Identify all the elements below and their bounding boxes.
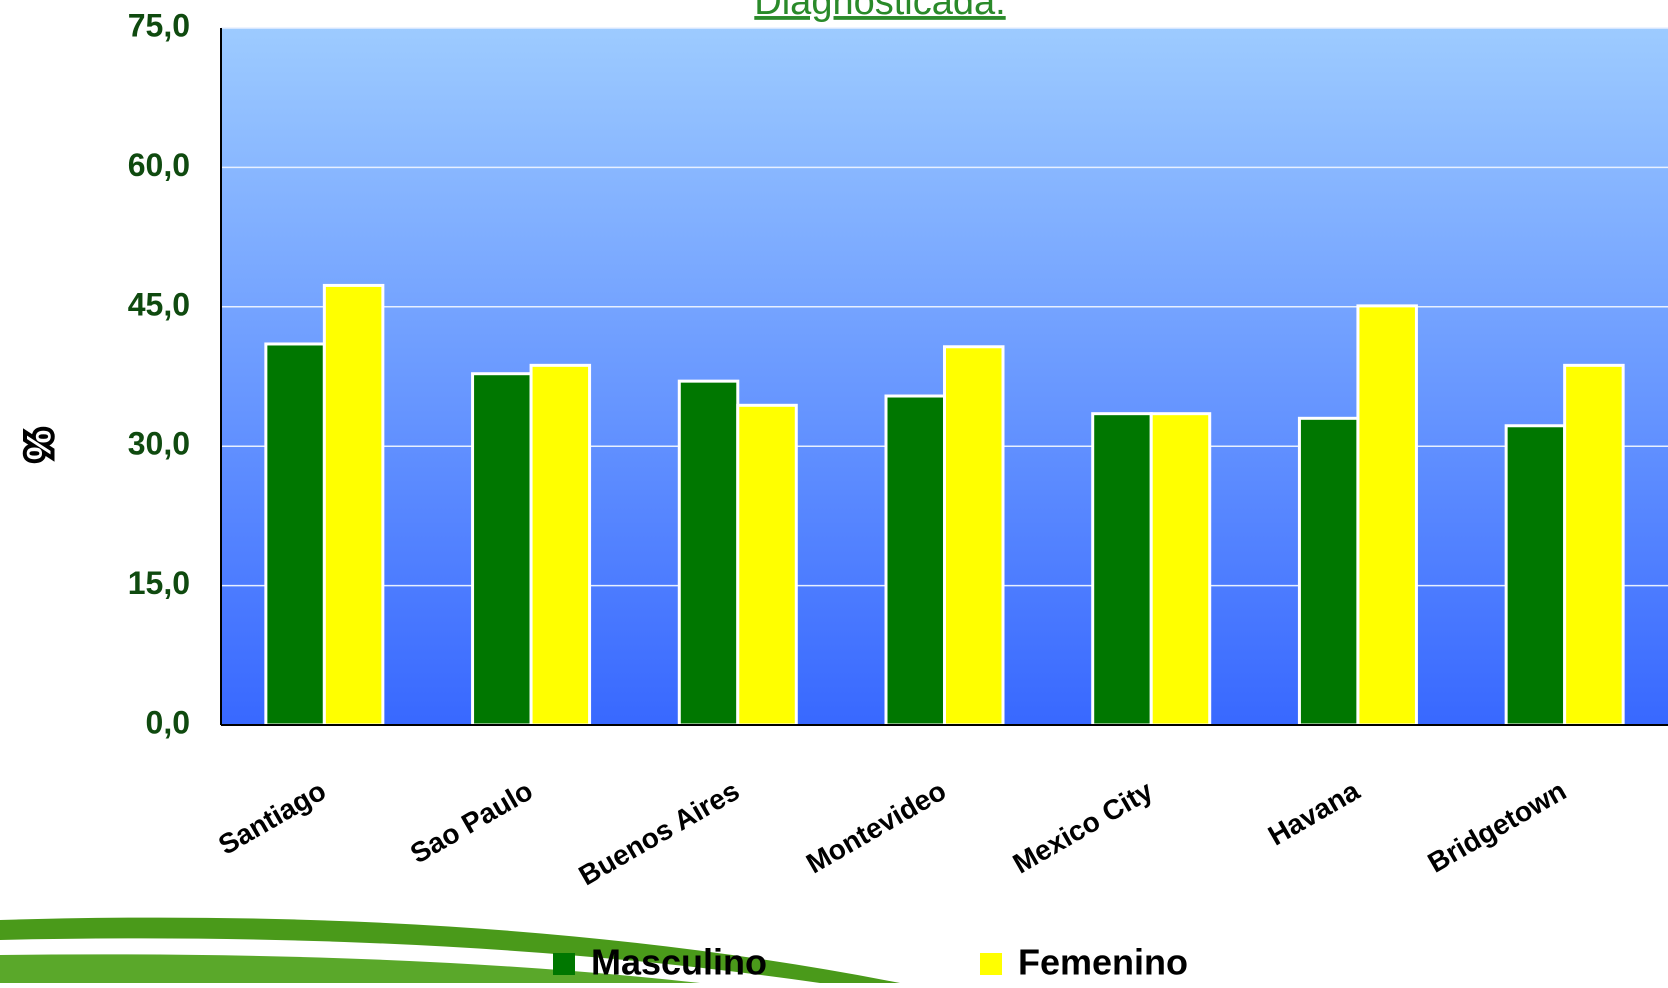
y-tick-label: 30,0 — [128, 426, 190, 462]
bar — [1299, 418, 1358, 725]
bar — [738, 405, 797, 725]
bar — [1565, 365, 1624, 725]
y-tick-label: 45,0 — [128, 286, 190, 322]
x-tick-label: Mexico City — [1008, 775, 1159, 880]
y-tick-label: 60,0 — [128, 147, 190, 183]
bar — [531, 365, 590, 725]
bar — [266, 344, 325, 725]
legend-label: Masculino — [591, 942, 767, 983]
bar — [473, 374, 531, 725]
x-tick-label: Sao Paulo — [405, 775, 538, 870]
bar — [945, 347, 1004, 725]
bar — [1358, 306, 1417, 725]
y-tick-label: 0,0 — [146, 704, 190, 740]
x-tick-label: Buenos Aires — [574, 775, 745, 892]
y-tick-label: 75,0 — [128, 7, 190, 43]
x-tick-label: Santiago — [213, 775, 331, 861]
y-tick-label: 15,0 — [128, 565, 190, 601]
legend-label: Femenino — [1018, 942, 1188, 983]
chart-title: Diagnosticada. — [754, 0, 1005, 23]
bar — [1093, 414, 1152, 725]
x-tick-label: Havana — [1263, 775, 1365, 852]
legend-swatch — [980, 953, 1002, 975]
x-tick-label: Bridgetown — [1422, 775, 1571, 879]
legend-swatch — [553, 953, 575, 975]
bar — [679, 381, 738, 725]
bar — [324, 285, 383, 725]
bar — [886, 396, 945, 725]
chart: Diagnosticada. % 0,0 15,0 30,0 45,0 60,0 75,0… — [0, 0, 1668, 983]
bar — [1506, 426, 1565, 725]
x-tick-label: Montevideo — [801, 775, 951, 880]
y-axis-label: % — [19, 430, 57, 460]
bar — [1151, 414, 1210, 725]
